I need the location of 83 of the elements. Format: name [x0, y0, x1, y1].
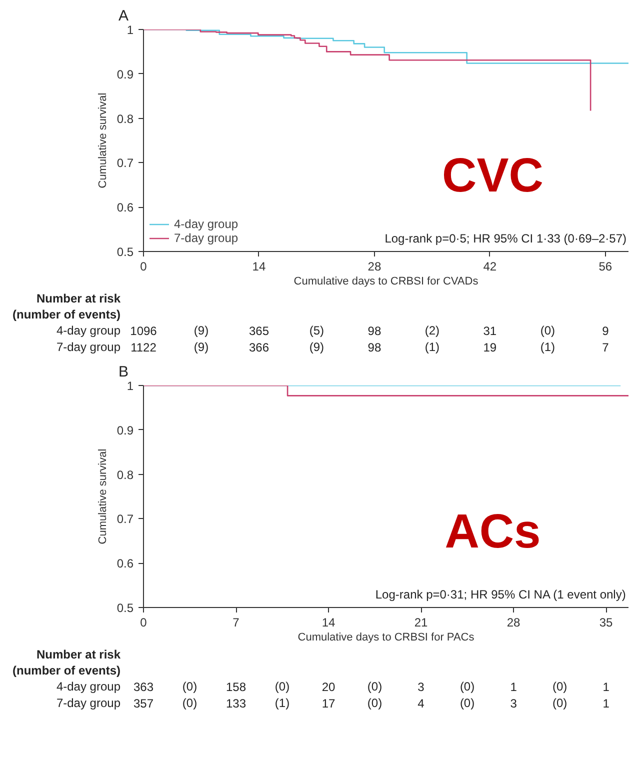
text: (2)	[424, 324, 440, 338]
annotation: ACs	[444, 506, 541, 559]
annotation: Log-rank p=0·5; HR 95% CI 1·33 (0·69–2·57)	[384, 232, 627, 246]
y-tick-label: 0.8	[116, 468, 134, 482]
x-tick-label: 28	[506, 616, 521, 630]
x-tick-label: 56	[598, 260, 612, 274]
x-tick-label: 7	[232, 616, 240, 630]
y-tick-label: 0.6	[116, 556, 134, 571]
text: 365	[248, 324, 270, 338]
x-tick-label: 28	[368, 260, 382, 274]
text: (0)	[460, 696, 475, 710]
text: (0)	[182, 696, 198, 710]
x-tick-label: 14	[252, 260, 266, 274]
y-tick-label: 0.9	[116, 423, 134, 438]
chart-title: B	[118, 364, 129, 380]
text: 31	[483, 324, 497, 338]
text: 19	[483, 340, 497, 354]
annotation: Log-rank p=0·31; HR 95% CI NA (1 event only)	[375, 588, 626, 602]
text: 357	[133, 696, 154, 710]
text: 363	[133, 680, 154, 694]
text: (0)	[367, 696, 382, 710]
text: (9)	[194, 324, 209, 338]
text: (1)	[424, 340, 440, 354]
text: (5)	[309, 324, 324, 338]
text: (0)	[182, 680, 198, 694]
text: (number of events)	[12, 308, 121, 322]
y-tick-label: 0.5	[116, 601, 134, 615]
text: 98	[368, 324, 382, 338]
text: 7-day group	[56, 340, 121, 354]
y-axis-title: Cumulative survival	[96, 92, 109, 188]
text: 4	[418, 696, 425, 710]
text: (0)	[460, 680, 475, 694]
text: 1096	[130, 324, 158, 338]
text: (9)	[309, 340, 324, 354]
text: 9	[602, 324, 610, 338]
text: 98	[368, 340, 382, 354]
legend-label: 7-day group	[174, 231, 238, 245]
text: Number at risk	[36, 648, 121, 662]
legend-label: 4-day group	[174, 217, 238, 231]
x-tick-label: 42	[483, 260, 497, 274]
text: 7-day group	[56, 696, 121, 710]
text: 133	[226, 696, 246, 710]
x-axis-title: Cumulative days to CRBSI for CVADs	[294, 276, 479, 288]
text: (9)	[194, 340, 209, 354]
y-tick-label: 0.8	[116, 112, 134, 126]
chart-title: A	[118, 8, 129, 24]
text: (0)	[540, 324, 556, 338]
x-tick-label: 35	[599, 616, 614, 630]
y-tick-label: 0.5	[116, 245, 134, 259]
text: (0)	[552, 696, 568, 710]
x-tick-label: 0	[140, 260, 148, 274]
y-tick-label: 0.7	[116, 512, 134, 526]
text: (number of events)	[12, 664, 121, 678]
x-tick-label: 14	[322, 616, 336, 630]
x-tick-label: 21	[414, 616, 428, 630]
text: 20	[322, 680, 336, 694]
text: 4-day group	[56, 324, 121, 338]
text: 17	[322, 696, 336, 710]
y-tick-label: 0.6	[116, 200, 134, 215]
text: 3	[510, 696, 518, 710]
annotation: CVC	[442, 150, 544, 203]
y-tick-label: 0.9	[116, 67, 134, 82]
text: 1	[602, 680, 610, 694]
text: 366	[248, 340, 270, 354]
x-axis-title: Cumulative days to CRBSI for PACs	[298, 632, 475, 644]
text: (0)	[367, 680, 382, 694]
text: (1)	[540, 340, 556, 354]
text: 7	[602, 340, 610, 354]
text: Number at risk	[36, 292, 121, 306]
text: 1122	[130, 340, 157, 354]
text: (0)	[552, 680, 568, 694]
text: 4-day group	[56, 680, 121, 694]
text: 158	[226, 680, 246, 694]
text: (0)	[274, 680, 290, 694]
y-tick-label: 1	[126, 379, 134, 393]
y-tick-label: 1	[126, 23, 134, 37]
y-tick-label: 0.7	[116, 156, 134, 170]
y-axis-title: Cumulative survival	[96, 448, 109, 544]
text: 3	[418, 680, 425, 694]
text: 1	[510, 680, 518, 694]
text: (1)	[274, 696, 290, 710]
x-tick-label: 0	[140, 616, 148, 630]
text: 1	[602, 696, 610, 710]
